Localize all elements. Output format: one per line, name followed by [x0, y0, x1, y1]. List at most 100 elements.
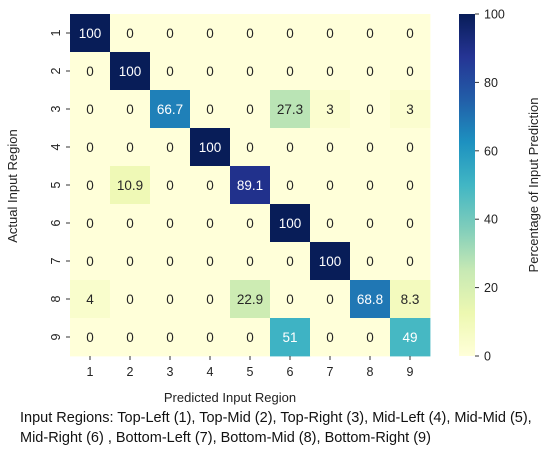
heatmap-cell — [70, 128, 111, 167]
heatmap-cell — [70, 166, 111, 205]
heatmap-cell — [310, 52, 351, 91]
colorbar-tick-label: 20 — [484, 281, 498, 295]
heatmap-cell — [310, 318, 351, 357]
heatmap-cell — [270, 52, 311, 91]
heatmap-cell — [230, 242, 271, 281]
heatmap-cell — [350, 128, 391, 167]
heatmap-cell — [390, 52, 431, 91]
colorbar-ticks: 0 20 40 60 80 100 — [475, 8, 505, 364]
heatmap-cell — [150, 280, 191, 319]
cell-value-label: 0 — [166, 330, 174, 345]
x-tick-label: 2 — [127, 365, 134, 379]
colorbar-tick-label: 40 — [484, 213, 498, 227]
heatmap-cell — [110, 204, 151, 243]
colorbar-tick-label: 0 — [484, 350, 491, 364]
caption-line-2: Mid-Right (6) , Bottom-Left (7), Bottom-… — [20, 430, 431, 446]
cell-value-label: 0 — [166, 216, 174, 231]
heatmap-cell — [230, 52, 271, 91]
x-tick-label: 5 — [247, 365, 254, 379]
cell-value-label: 0 — [86, 216, 94, 231]
heatmap-cell — [150, 90, 191, 129]
heatmap-cell — [350, 52, 391, 91]
caption-line-1: Input Regions: Top-Left (1), Top-Mid (2)… — [20, 410, 532, 426]
cell-value-label: 0 — [366, 26, 374, 41]
cell-value-label: 10.9 — [117, 178, 143, 193]
cell-value-label: 0 — [366, 178, 374, 193]
cell-value-label: 0 — [166, 26, 174, 41]
cell-value-label: 4 — [86, 292, 94, 307]
x-tick-label: 6 — [287, 365, 294, 379]
cell-value-label: 8.3 — [401, 292, 420, 307]
heatmap-cell — [390, 14, 431, 53]
x-tick-label: 8 — [367, 365, 374, 379]
heatmap-cell — [70, 242, 111, 281]
cell-value-label: 0 — [206, 178, 214, 193]
cell-value-label: 0 — [366, 330, 374, 345]
cell-value-label: 0 — [126, 102, 134, 117]
cell-value-label: 0 — [166, 292, 174, 307]
heatmap-cell — [310, 280, 351, 319]
cell-value-label: 0 — [86, 330, 94, 345]
cell-value-label: 0 — [126, 140, 134, 155]
heatmap-cell — [150, 166, 191, 205]
cell-value-label: 49 — [402, 330, 417, 345]
x-axis-ticks: 1 2 3 4 5 6 7 8 9 — [87, 356, 414, 379]
x-tick-label: 3 — [167, 365, 174, 379]
heatmap-cell — [190, 52, 231, 91]
heatmap-cell — [150, 128, 191, 167]
heatmap-cell — [190, 280, 231, 319]
heatmap-cell — [110, 280, 151, 319]
heatmap-cell — [110, 166, 151, 205]
cell-value-label: 0 — [126, 26, 134, 41]
cell-value-label: 0 — [366, 254, 374, 269]
heatmap-cell — [150, 204, 191, 243]
cell-value-label: 89.1 — [237, 178, 263, 193]
y-tick-label: 6 — [49, 219, 63, 226]
cell-value-label: 0 — [326, 216, 334, 231]
cell-value-label: 0 — [246, 64, 254, 79]
cell-value-label: 0 — [286, 64, 294, 79]
y-axis-label: Actual Input Region — [5, 129, 20, 242]
heatmap-cell — [110, 242, 151, 281]
heatmap-cell — [110, 128, 151, 167]
heatmap-cell — [270, 242, 311, 281]
x-axis-label: Predicted Input Region — [164, 390, 296, 405]
cell-value-label: 0 — [206, 330, 214, 345]
colorbar-tick-label: 80 — [484, 76, 498, 90]
cell-value-label: 0 — [286, 178, 294, 193]
heatmap-cell — [190, 128, 231, 167]
cell-value-label: 3 — [406, 102, 414, 117]
cell-value-label: 0 — [286, 292, 294, 307]
cell-value-label: 0 — [126, 292, 134, 307]
cell-value-label: 0 — [246, 216, 254, 231]
cell-value-label: 0 — [286, 26, 294, 41]
heatmap-cell — [190, 166, 231, 205]
cell-value-label: 0 — [326, 292, 334, 307]
heatmap-cell — [350, 318, 391, 357]
cell-value-label: 0 — [126, 254, 134, 269]
cell-value-label: 0 — [206, 102, 214, 117]
heatmap-cell — [390, 280, 431, 319]
cell-value-label: 0 — [406, 254, 414, 269]
heatmap-cell — [350, 14, 391, 53]
y-tick-label: 4 — [49, 143, 63, 150]
cell-value-label: 27.3 — [277, 102, 303, 117]
cell-value-label: 0 — [246, 330, 254, 345]
heatmap-cell — [310, 242, 351, 281]
x-tick-label: 9 — [407, 365, 414, 379]
heatmap-cell — [390, 128, 431, 167]
y-tick-label: 5 — [49, 181, 63, 188]
cell-value-label: 0 — [406, 26, 414, 41]
y-axis-ticks: 1 2 3 4 5 6 7 8 9 — [49, 29, 70, 340]
cell-value-label: 100 — [279, 216, 302, 231]
cell-value-label: 0 — [86, 140, 94, 155]
cell-value-label: 0 — [286, 254, 294, 269]
heatmap-cell — [310, 90, 351, 129]
y-tick-label: 3 — [49, 105, 63, 112]
colorbar — [459, 14, 475, 356]
heatmap-cell — [310, 204, 351, 243]
heatmap-cell — [110, 90, 151, 129]
heatmap-cell — [390, 318, 431, 357]
cell-value-label: 100 — [319, 254, 342, 269]
